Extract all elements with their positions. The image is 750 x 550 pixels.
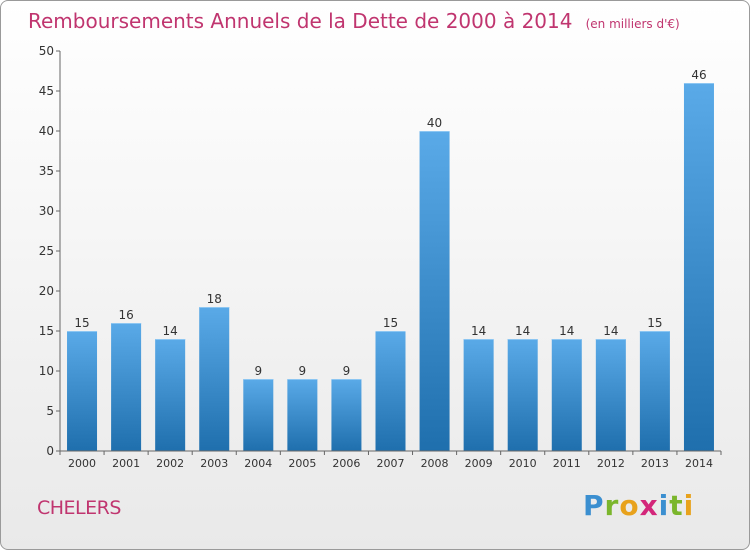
- x-tick-label: 2007: [377, 457, 405, 470]
- value-label: 14: [163, 324, 178, 338]
- y-tick-label: 15: [39, 324, 54, 338]
- value-label: 16: [118, 308, 133, 322]
- value-label: 9: [299, 364, 307, 378]
- y-tick-label: 10: [39, 364, 54, 378]
- bar-2007: [375, 331, 406, 451]
- y-tick-label: 50: [39, 44, 54, 58]
- value-label: 9: [343, 364, 351, 378]
- x-tick-label: 2010: [509, 457, 537, 470]
- bar-2002: [155, 339, 186, 451]
- value-label: 15: [647, 316, 662, 330]
- x-tick-label: 2003: [200, 457, 228, 470]
- bar-2000: [67, 331, 98, 451]
- bar-2011: [551, 339, 582, 451]
- bar-2008: [419, 131, 450, 451]
- x-tick-label: 2002: [156, 457, 184, 470]
- value-label: 46: [691, 68, 706, 82]
- y-tick-label: 40: [39, 124, 54, 138]
- bars-layer: 15 16 14 18 9 9 9 15 40 14 14 14 14 15 46: [67, 68, 714, 451]
- axes-layer: 2000 2001 2002 2003 2004 2005 2006 2007 2008 2009…: [39, 44, 722, 470]
- bar-2001: [111, 323, 142, 451]
- value-label: 9: [254, 364, 262, 378]
- x-tick-label: 2006: [332, 457, 360, 470]
- bar-2009: [463, 339, 494, 451]
- value-label: 15: [383, 316, 398, 330]
- x-tick-label: 2005: [288, 457, 316, 470]
- commune-name: CHELERS: [37, 497, 121, 519]
- chart-unit: (en milliers d'€): [585, 17, 680, 31]
- value-label: 14: [603, 324, 618, 338]
- y-tick-label: 25: [39, 244, 54, 258]
- value-label: 14: [471, 324, 486, 338]
- bar-2004: [243, 379, 274, 451]
- bar-2006: [331, 379, 362, 451]
- y-tick-label: 0: [46, 444, 54, 458]
- y-tick-label: 20: [39, 284, 54, 298]
- value-label: 14: [515, 324, 530, 338]
- x-tick-label: 2008: [421, 457, 449, 470]
- value-label: 18: [207, 292, 222, 306]
- value-label: 40: [427, 116, 442, 130]
- bar-2003: [199, 307, 230, 451]
- x-tick-label: 2014: [685, 457, 713, 470]
- bar-2014: [683, 83, 714, 451]
- bar-2012: [595, 339, 626, 451]
- bar-2005: [287, 379, 318, 451]
- value-label: 15: [74, 316, 89, 330]
- x-tick-label: 2004: [244, 457, 272, 470]
- x-tick-label: 2001: [112, 457, 140, 470]
- y-tick-label: 30: [39, 204, 54, 218]
- x-tick-label: 2000: [68, 457, 96, 470]
- chart-title: Remboursements Annuels de la Dette de 20…: [28, 9, 573, 33]
- x-tick-label: 2009: [465, 457, 493, 470]
- bar-2010: [507, 339, 538, 451]
- x-tick-label: 2013: [641, 457, 669, 470]
- bar-2013: [639, 331, 670, 451]
- y-tick-label: 45: [39, 84, 54, 98]
- proxiti-logo: Proxiti: [583, 489, 695, 522]
- y-tick-label: 35: [39, 164, 54, 178]
- y-tick-label: 5: [46, 404, 54, 418]
- x-tick-label: 2011: [553, 457, 581, 470]
- value-label: 14: [559, 324, 574, 338]
- x-tick-label: 2012: [597, 457, 625, 470]
- chart-title-block: Remboursements Annuels de la Dette de 20…: [28, 9, 680, 33]
